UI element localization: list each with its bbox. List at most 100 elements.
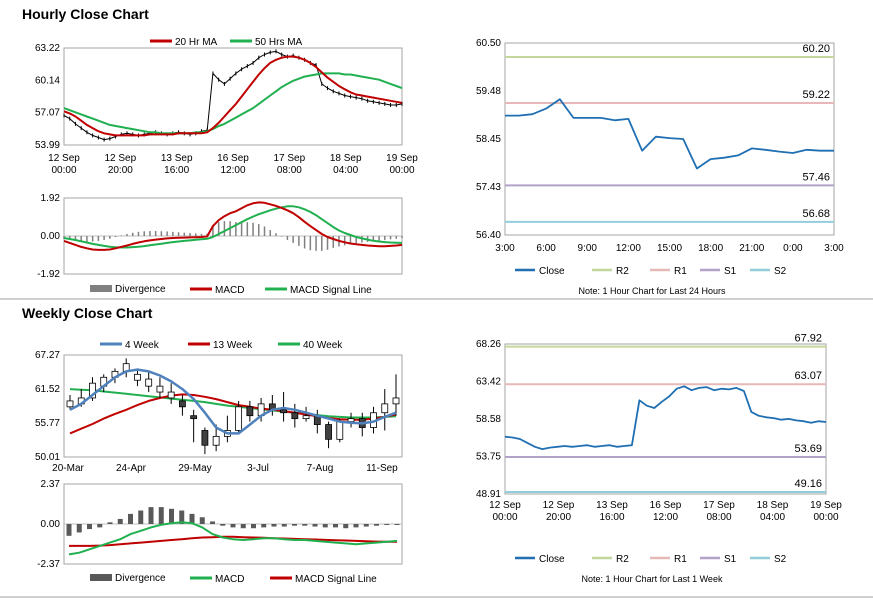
weekly-levels-frame (504, 343, 827, 495)
weekly-candle-body (302, 415, 310, 420)
weekly-levels-xtick-date: 18 Sep (757, 500, 789, 511)
weekly-candle-body (145, 378, 153, 387)
weekly-divergence-bar (343, 524, 349, 529)
weekly-price-xtick-label: 29-May (178, 463, 211, 474)
hourly-price-ytick-label: 60.14 (35, 75, 60, 86)
weekly-divergence-bar (333, 524, 338, 528)
weekly-levels-legend-label: R1 (674, 554, 687, 565)
weekly-levels-legend-label: Close (539, 554, 565, 565)
hourly-ma50-line (63, 72, 403, 135)
weekly-levels-ytick-label: 53.75 (476, 452, 501, 463)
weekly-legend-macd-label: MACD (215, 574, 244, 585)
weekly-price-ytick-label: 67.27 (35, 350, 60, 361)
hourly-levels-xtick-label: 3:00 (824, 243, 844, 254)
weekly-divergence-bar (148, 507, 154, 524)
weekly-macd-line (68, 521, 398, 556)
weekly-divergence-bar (189, 513, 195, 524)
hourly-price-xtick-time: 12:00 (220, 165, 245, 176)
weekly-levels-level-r2-label: 67.92 (794, 333, 822, 345)
hourly-price-xtick-time: 16:00 (164, 165, 189, 176)
hourly-levels-xtick-label: 6:00 (536, 243, 556, 254)
hourly-levels-ytick-label: 58.45 (476, 134, 501, 145)
hourly-legend-divergence-label: Divergence (115, 284, 166, 295)
weekly-levels-note: Note: 1 Hour Chart for Last 1 Week (582, 574, 723, 584)
hourly-legend-ma50-label: 50 Hrs MA (255, 37, 303, 48)
weekly-legend-divergence-swatch (90, 574, 112, 581)
weekly-candle-body (347, 418, 355, 423)
weekly-candle-body (212, 435, 220, 446)
weekly-levels-xtick-date: 17 Sep (703, 500, 735, 511)
hourly-macd-line (63, 201, 403, 251)
weekly-divergence-bar (76, 524, 82, 533)
hourly-levels-level-r2-label: 60.20 (802, 43, 830, 55)
weekly-legend-signal-label: MACD Signal Line (295, 574, 377, 585)
weekly-candle-body (325, 424, 332, 440)
hourly-legend-macd-label: MACD (215, 285, 244, 296)
weekly-divergence-bar (353, 524, 359, 528)
weekly-candle-body (381, 403, 389, 414)
weekly-legend-13w-label: 13 Week (213, 340, 253, 351)
weekly-levels-xtick-time: 12:00 (653, 512, 678, 523)
weekly-candle-body (201, 430, 209, 446)
hourly-price-xtick-time: 00:00 (389, 165, 414, 176)
hourly-legend-ma20-label: 20 Hr MA (175, 37, 218, 48)
weekly-price-ytick-label: 50.01 (35, 452, 60, 463)
hourly-price-xtick-time: 04:00 (333, 165, 358, 176)
hourly-price-xtick-date: 17 Sep (273, 153, 305, 164)
hourly-price-ytick-label: 53.99 (35, 140, 60, 151)
hourly-levels-legend-label: S1 (724, 266, 737, 277)
hourly-price-xtick-date: 19 Sep (386, 153, 418, 164)
weekly-divergence-bar (230, 524, 236, 528)
weekly-candle-body (156, 385, 164, 393)
weekly-divergence-bar (281, 524, 287, 527)
hourly-levels-ytick-label: 56.40 (476, 230, 501, 241)
hourly-price-xtick-date: 13 Sep (161, 153, 193, 164)
weekly-divergence-bar (384, 524, 390, 525)
hourly-levels-legend-label: S2 (774, 266, 787, 277)
hourly-price-xtick-time: 00:00 (51, 165, 76, 176)
weekly-price-ytick-label: 61.52 (35, 384, 60, 395)
weekly-candle-body (336, 421, 344, 440)
hourly-price-xtick-date: 18 Sep (330, 153, 362, 164)
weekly-levels-xtick-date: 12 Sep (543, 500, 575, 511)
weekly-price-xtick-label: 24-Apr (116, 463, 147, 474)
weekly-legend-4w-label: 4 Week (125, 340, 160, 351)
hourly-price-xtick-date: 16 Sep (217, 153, 249, 164)
hourly-levels-ytick-label: 57.43 (476, 182, 501, 193)
hourly-macd-ytick-label: 1.92 (41, 193, 61, 204)
hourly-levels-legend-label: R1 (674, 266, 687, 277)
hourly-section-title: Hourly Close Chart (22, 6, 149, 22)
hourly-levels-note: Note: 1 Hour Chart for Last 24 Hours (578, 286, 726, 296)
hourly-levels-xtick-label: 12:00 (616, 243, 641, 254)
weekly-levels-xtick-time: 20:00 (546, 512, 571, 523)
weekly-price-xtick-label: 7-Aug (307, 463, 334, 474)
hourly-price-ytick-label: 57.07 (35, 108, 60, 119)
weekly-divergence-bar (117, 518, 123, 524)
weekly-divergence-bar (322, 524, 328, 528)
weekly-4w-line (69, 368, 397, 435)
weekly-divergence-bar (363, 524, 369, 527)
weekly-levels-level-r1-label: 63.07 (794, 370, 822, 382)
weekly-levels-xtick-time: 00:00 (813, 512, 838, 523)
weekly-price-frame (63, 354, 403, 458)
hourly-macd-ytick-label: 0.00 (41, 231, 61, 242)
weekly-divergence-bar (138, 510, 144, 524)
weekly-legend-40w-label: 40 Week (303, 340, 343, 351)
weekly-divergence-bar (251, 524, 256, 529)
weekly-macd-ytick-label: 0.00 (41, 519, 61, 530)
weekly-divergence-bar (199, 517, 205, 524)
weekly-levels-close-line (504, 385, 827, 451)
weekly-divergence-bar (87, 524, 92, 530)
hourly-price-frame (63, 47, 403, 146)
weekly-divergence-bar (312, 524, 318, 527)
weekly-levels-level-s1-label: 53.69 (794, 443, 822, 455)
hourly-price-xtick-date: 12 Sep (48, 153, 80, 164)
weekly-levels-ytick-label: 48.91 (476, 489, 501, 500)
weekly-section-title: Weekly Close Chart (22, 305, 153, 321)
weekly-candle-body (190, 415, 198, 420)
hourly-legend-signal-label: MACD Signal Line (290, 285, 372, 296)
hourly-levels-ytick-label: 59.48 (476, 86, 501, 97)
weekly-divergence-bar (66, 524, 72, 536)
weekly-divergence-bar (271, 524, 277, 527)
